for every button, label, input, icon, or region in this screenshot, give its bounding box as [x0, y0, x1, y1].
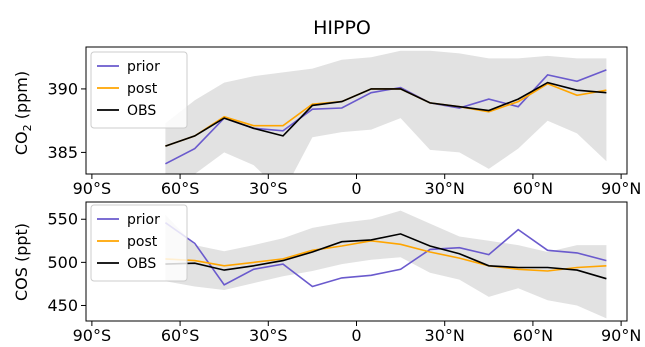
x-tick-label: 60°S [161, 326, 200, 345]
legend-label-prior: prior [127, 59, 160, 75]
x-tick-label: 60°N [513, 179, 553, 198]
legend-box [90, 204, 188, 282]
legend-box [90, 51, 188, 129]
x-tick-label: 30°S [249, 326, 288, 345]
chart-title: HIPPO [313, 17, 371, 39]
x-tick-label: 0 [351, 179, 361, 198]
x-tick-label: 0 [351, 326, 361, 345]
series-line-obs [165, 233, 607, 280]
x-tick-label: 60°N [513, 326, 553, 345]
legend: prior post OBS [90, 51, 188, 129]
legend: prior post OBS [90, 204, 188, 282]
legend-label-post: post [127, 234, 158, 250]
co2-y-axis-label: CO2 (ppm) [12, 71, 34, 155]
legend-label-obs: OBS [127, 103, 156, 119]
uncertainty-band [165, 210, 607, 319]
series-line-prior [164, 222, 607, 288]
x-tick-label: 30°S [249, 179, 288, 198]
cos-y-axis-label: COS (ppt) [12, 223, 31, 301]
y-tick-label: 450 [47, 296, 78, 315]
y-tick-label: 390 [47, 79, 78, 98]
plot-area [165, 50, 607, 174]
legend-label-post: post [127, 81, 158, 97]
x-tick-label: 60°S [161, 179, 200, 198]
legend-label-obs: OBS [127, 256, 156, 272]
plot-area [164, 210, 607, 319]
x-tick-label: 90°S [73, 179, 112, 198]
series-line-post [165, 239, 607, 272]
x-tick-label: 90°S [73, 326, 112, 345]
x-tick-label: 90°N [601, 179, 641, 198]
y-tick-label: 550 [47, 210, 78, 229]
uncertainty-band [165, 50, 607, 174]
series-line-obs [165, 81, 607, 147]
x-tick-label: 30°N [425, 326, 465, 345]
y-tick-label: 500 [47, 253, 78, 272]
cos-panel: COS (ppt) 90°S 60°S 30°S 0 30°N 60°N 90°N 450 50… [12, 201, 641, 345]
y-tick-label: 385 [47, 143, 78, 162]
x-tick-label: 30°N [425, 179, 465, 198]
legend-label-prior: prior [127, 212, 160, 228]
x-tick-label: 90°N [601, 326, 641, 345]
co2-panel: CO2 (ppm) 90°S 60°S 30°S 0 30°N 60°N 90°N 385 39… [12, 46, 641, 198]
